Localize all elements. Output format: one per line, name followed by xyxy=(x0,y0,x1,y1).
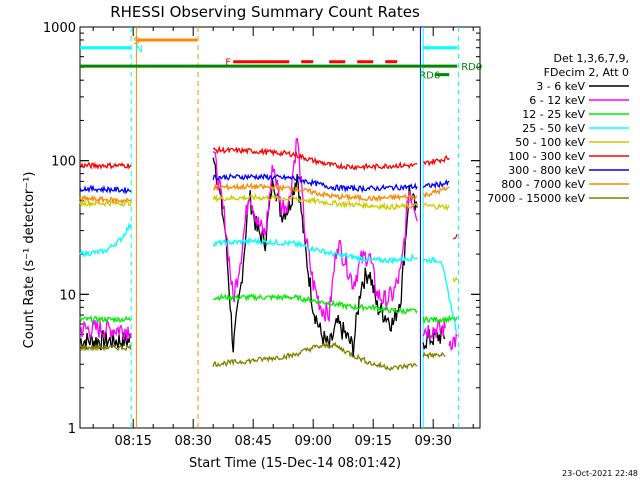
y-tick-label-2: 100 xyxy=(51,155,76,170)
series-line-4-0 xyxy=(79,198,132,209)
series-line-5-1 xyxy=(212,145,418,172)
series-line-8-2 xyxy=(422,351,446,360)
legend-label-7: 800 - 7000 keV xyxy=(501,178,585,191)
series-line-7-2 xyxy=(423,186,450,199)
series-line-7-1 xyxy=(212,182,418,203)
x-tick-label-2: 08:45 xyxy=(234,434,271,449)
plot-frame xyxy=(79,26,481,429)
x-tick-label-5: 09:30 xyxy=(414,434,451,449)
series-line-8-0 xyxy=(79,342,132,353)
y-tick-label-3: 1000 xyxy=(43,21,76,36)
legend-label-5: 100 - 300 keV xyxy=(508,150,585,163)
series-line-4-3 xyxy=(452,276,458,284)
series-line-8-1 xyxy=(212,341,418,372)
legend-label-6: 300 - 800 keV xyxy=(508,164,585,177)
series-line-5-0 xyxy=(79,161,132,170)
x-tick-label-1: 08:30 xyxy=(174,434,211,449)
series-line-3-1 xyxy=(212,236,418,265)
legend-label-3: 25 - 50 keV xyxy=(522,122,585,135)
y-axis-label: Count Rate (s⁻¹ detector⁻¹) xyxy=(22,172,37,349)
legend-header-0: Det 1,3,6,7,9, xyxy=(553,52,629,65)
legend-label-4: 50 - 100 keV xyxy=(515,136,585,149)
series-line-7-0 xyxy=(79,194,132,205)
series-line-3-0 xyxy=(79,222,132,257)
legend-label-2: 12 - 25 keV xyxy=(522,108,585,121)
series-line-6-2 xyxy=(422,178,450,190)
flag-label-n: N xyxy=(135,44,142,55)
flag-label-s: S xyxy=(133,36,139,47)
series-line-6-1 xyxy=(212,173,418,194)
series-line-1-0 xyxy=(79,318,132,342)
series-line-0-0 xyxy=(79,329,132,351)
series-line-2-2 xyxy=(422,314,458,325)
y-tick-label-0: 1 xyxy=(68,422,76,437)
series-line-2-0 xyxy=(79,315,132,324)
flag-label-rd0: RD0 xyxy=(461,62,482,73)
series-line-4-1 xyxy=(212,192,418,211)
x-axis-label: Start Time (15-Dec-14 08:01:42) xyxy=(189,456,401,471)
series-line-3-2 xyxy=(422,256,458,333)
plot-area: 1 10 100 1000 08:15 08:30 08:45 09:00 09:15 09:30… xyxy=(43,21,482,449)
series-line-5-3 xyxy=(452,234,458,240)
series-line-4-2 xyxy=(422,202,450,212)
chart-title: RHESSI Observing Summary Count Rates xyxy=(110,3,420,21)
legend-label-1: 6 - 12 keV xyxy=(529,94,585,107)
legend-header-1: FDecim 2, Att 0 xyxy=(544,66,629,79)
y-tick-label-1: 10 xyxy=(59,288,76,303)
legend-label-0: 3 - 6 keV xyxy=(536,80,585,93)
legend: Det 1,3,6,7,9,FDecim 2, Att 03 - 6 keV6 … xyxy=(487,52,629,205)
series-line-1-3 xyxy=(448,332,458,352)
series-line-6-0 xyxy=(79,184,132,195)
flag-label-f: F xyxy=(225,58,231,69)
x-tick-label-4: 09:15 xyxy=(354,434,391,449)
flag-label-rd6: RD6 xyxy=(419,71,440,82)
x-tick-label-3: 09:00 xyxy=(294,434,331,449)
series-line-1-1 xyxy=(212,137,418,323)
x-tick-label-0: 08:15 xyxy=(114,434,151,449)
legend-label-8: 7000 - 15000 keV xyxy=(487,192,585,205)
series-line-5-2 xyxy=(423,154,450,167)
timestamp-label: 23-Oct-2021 22:48 xyxy=(562,469,638,478)
series-line-2-1 xyxy=(213,292,418,315)
series-line-1-2 xyxy=(422,319,446,340)
